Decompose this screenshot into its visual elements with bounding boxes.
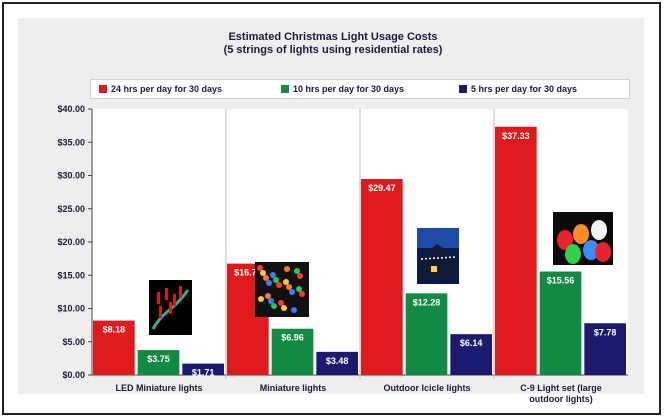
bulb <box>263 275 269 281</box>
y-tick-label: $20.00 <box>57 237 85 247</box>
sky <box>417 228 459 248</box>
legend-swatch <box>281 85 289 93</box>
bulb <box>289 289 295 295</box>
data-label: $37.33 <box>502 131 530 141</box>
data-label: $8.18 <box>103 325 126 335</box>
bulb <box>583 240 599 260</box>
bulb <box>299 291 305 297</box>
data-label: $6.96 <box>281 333 304 343</box>
x-tick-label: LED Miniature lights <box>115 383 202 393</box>
bulb <box>165 288 168 300</box>
c9-light-set-photo <box>553 212 613 265</box>
bar <box>137 350 180 375</box>
y-tick-label: $15.00 <box>57 270 85 280</box>
bulb <box>159 306 162 318</box>
bulb <box>258 296 264 302</box>
bulb <box>266 280 272 286</box>
data-label: $6.14 <box>460 338 483 348</box>
bar <box>361 179 403 375</box>
bulb <box>257 265 263 271</box>
window <box>431 266 437 272</box>
data-label: $3.75 <box>147 354 170 364</box>
legend-item-24hrs: 24 hrs per day for 30 days <box>99 84 222 96</box>
bulb <box>286 284 292 290</box>
bar <box>182 363 224 375</box>
y-tick-label: $10.00 <box>57 304 85 314</box>
data-label: $3.48 <box>326 356 349 366</box>
legend-swatch <box>459 85 467 93</box>
data-label: $1.71 <box>192 368 215 378</box>
bulb <box>573 224 589 244</box>
bulb <box>173 294 176 306</box>
bulb <box>281 305 287 311</box>
y-tick-label: $25.00 <box>57 204 85 214</box>
miniature-lights-photo <box>255 262 309 317</box>
bulb <box>169 302 172 314</box>
legend-item-5hrs: 5 hrs per day for 30 days <box>459 84 577 96</box>
data-label: $16.75 <box>234 268 262 278</box>
legend-swatch <box>99 85 107 93</box>
outdoor-icicle-lights-photo <box>417 228 459 284</box>
led-miniature-lights-photo <box>149 280 192 335</box>
legend-item-10hrs: 10 hrs per day for 30 days <box>281 84 404 96</box>
bulb <box>276 282 282 288</box>
bulb <box>260 270 266 276</box>
bulb <box>273 277 279 283</box>
bulb <box>557 230 573 250</box>
x-tick-label-line: outdoor lights) <box>529 394 592 404</box>
bar <box>495 126 537 376</box>
bar <box>93 320 135 375</box>
y-tick-label: $35.00 <box>57 137 85 147</box>
bulb <box>294 268 300 274</box>
legend-label: 5 hrs per day for 30 days <box>471 84 578 94</box>
y-tick-label: $0.00 <box>62 370 85 380</box>
bulb <box>179 286 182 298</box>
bulb <box>595 242 611 262</box>
x-tick-label: C-9 Light set (large outdoor lights) <box>520 383 602 404</box>
data-label: $29.47 <box>368 183 396 193</box>
y-tick-label: $30.00 <box>57 171 85 181</box>
bulb <box>271 303 277 309</box>
bar <box>271 328 314 375</box>
chart-legend: 24 hrs per day for 30 days 10 hrs per da… <box>90 79 630 99</box>
bulb <box>284 266 290 272</box>
icicles <box>420 256 456 260</box>
bulb <box>265 293 271 299</box>
bulb <box>157 292 160 304</box>
bulb <box>297 273 303 279</box>
chart-subtitle: (5 strings of lights using residential r… <box>223 44 443 56</box>
bar <box>405 293 448 375</box>
y-tick-label: $5.00 <box>62 337 85 347</box>
legend-label: 24 hrs per day for 30 days <box>111 84 223 94</box>
bar <box>539 271 582 375</box>
house <box>421 244 455 278</box>
bulb <box>291 307 297 313</box>
bulb <box>296 286 302 292</box>
chart-title: Estimated Christmas Light Usage Costs <box>228 31 438 43</box>
x-tick-label: Outdoor Icicle lights <box>383 383 470 393</box>
data-label: $15.56 <box>547 276 575 286</box>
data-label: $12.28 <box>413 297 441 307</box>
bulb <box>278 300 284 306</box>
bar <box>450 334 492 375</box>
bar <box>316 351 358 375</box>
bulb <box>283 279 289 285</box>
x-tick-label-line: C-9 Light set (large <box>520 383 602 393</box>
bulb <box>270 272 276 278</box>
y-tick-label: $40.00 <box>57 104 85 114</box>
x-tick-label: Miniature lights <box>260 383 327 393</box>
bulb <box>268 298 274 304</box>
bulb <box>565 244 581 264</box>
legend-label: 10 hrs per day for 30 days <box>293 84 405 94</box>
bar <box>584 323 626 375</box>
data-label: $7.78 <box>594 327 617 337</box>
bulb <box>591 220 607 240</box>
